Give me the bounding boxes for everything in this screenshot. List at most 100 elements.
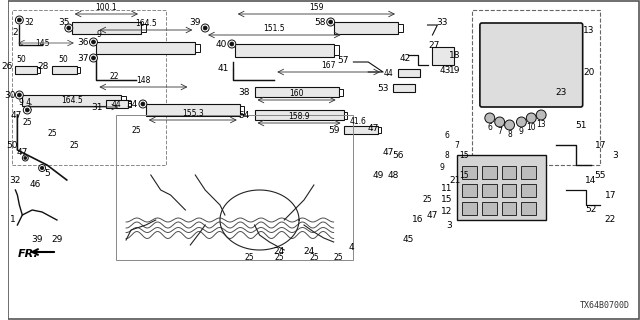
Text: 20: 20 xyxy=(583,68,595,76)
Bar xyxy=(457,155,546,220)
Text: 6: 6 xyxy=(445,131,450,140)
Text: 100.1: 100.1 xyxy=(95,3,117,12)
Text: 44: 44 xyxy=(383,68,393,77)
Circle shape xyxy=(40,166,44,170)
Text: 44: 44 xyxy=(111,100,121,108)
Text: 36: 36 xyxy=(77,37,88,46)
Text: 46: 46 xyxy=(29,180,41,188)
Text: 25: 25 xyxy=(47,129,57,138)
Bar xyxy=(393,84,415,92)
Text: 11: 11 xyxy=(441,183,452,193)
Bar xyxy=(433,47,454,65)
Text: 25: 25 xyxy=(131,125,141,134)
Circle shape xyxy=(24,156,27,159)
Bar xyxy=(378,127,381,133)
Text: 24: 24 xyxy=(303,247,314,257)
Text: 28: 28 xyxy=(38,61,49,70)
Text: 56: 56 xyxy=(392,150,404,159)
Text: 9: 9 xyxy=(97,29,102,38)
Bar xyxy=(141,24,146,32)
Text: 8: 8 xyxy=(507,130,512,139)
Bar xyxy=(462,184,477,197)
Text: 52: 52 xyxy=(585,205,596,214)
Text: 38: 38 xyxy=(238,87,250,97)
Text: 47: 47 xyxy=(367,124,379,132)
Bar xyxy=(146,104,240,116)
Bar xyxy=(12,10,166,165)
Text: TX64B0700D: TX64B0700D xyxy=(580,301,630,310)
Text: 159: 159 xyxy=(309,3,324,12)
Text: 51: 51 xyxy=(575,121,586,130)
Bar xyxy=(106,100,128,108)
Circle shape xyxy=(485,113,495,123)
Circle shape xyxy=(92,56,95,60)
Circle shape xyxy=(329,20,333,24)
Bar xyxy=(344,111,348,118)
Text: 39: 39 xyxy=(31,236,43,244)
Text: 158.9: 158.9 xyxy=(288,112,310,121)
Circle shape xyxy=(141,102,145,106)
Text: 41: 41 xyxy=(218,63,229,73)
Text: 22: 22 xyxy=(605,215,616,225)
Bar xyxy=(195,44,200,52)
Bar xyxy=(116,115,353,260)
Circle shape xyxy=(536,110,546,120)
Circle shape xyxy=(504,120,515,130)
Text: 9 4: 9 4 xyxy=(19,98,31,107)
FancyBboxPatch shape xyxy=(480,23,582,107)
Text: 7: 7 xyxy=(455,140,460,149)
Text: 15: 15 xyxy=(460,150,469,159)
Text: 45: 45 xyxy=(402,236,413,244)
Circle shape xyxy=(526,113,536,123)
Text: 155.3: 155.3 xyxy=(182,109,204,118)
Circle shape xyxy=(90,54,97,62)
Bar xyxy=(97,42,195,54)
Text: 25: 25 xyxy=(245,253,255,262)
Circle shape xyxy=(230,42,234,46)
Circle shape xyxy=(90,38,97,46)
Bar xyxy=(333,45,339,54)
Text: 21: 21 xyxy=(449,175,461,185)
Circle shape xyxy=(516,117,526,127)
Text: 25: 25 xyxy=(22,117,32,126)
Bar xyxy=(462,166,477,179)
Text: 55: 55 xyxy=(595,171,606,180)
Bar xyxy=(235,44,333,57)
Text: 3: 3 xyxy=(612,150,618,159)
Text: 34: 34 xyxy=(127,100,138,108)
Text: 10: 10 xyxy=(527,123,536,132)
Text: 50: 50 xyxy=(6,140,18,149)
Bar xyxy=(522,166,536,179)
Text: 25: 25 xyxy=(422,196,433,204)
Text: 48: 48 xyxy=(387,171,399,180)
Text: 5: 5 xyxy=(44,169,50,178)
Text: 8: 8 xyxy=(445,150,450,159)
Bar xyxy=(37,67,40,73)
Text: 24: 24 xyxy=(274,247,285,257)
Text: 145: 145 xyxy=(35,38,49,47)
Text: 39: 39 xyxy=(189,18,201,27)
Text: 17: 17 xyxy=(605,190,616,199)
Text: 160: 160 xyxy=(289,89,304,98)
Text: 40: 40 xyxy=(216,39,227,49)
Text: 43: 43 xyxy=(440,66,451,75)
Circle shape xyxy=(139,100,147,108)
Text: 41.6: 41.6 xyxy=(350,116,367,125)
Text: 151.5: 151.5 xyxy=(264,24,285,33)
Text: 50: 50 xyxy=(17,54,26,63)
Text: 25: 25 xyxy=(70,140,79,149)
Text: 57: 57 xyxy=(337,55,348,65)
Circle shape xyxy=(495,117,504,127)
Text: 26: 26 xyxy=(1,61,12,70)
Text: 58: 58 xyxy=(314,18,326,27)
Bar xyxy=(502,184,516,197)
Text: 25: 25 xyxy=(309,253,319,262)
Circle shape xyxy=(38,164,45,172)
Text: 37: 37 xyxy=(77,53,88,62)
Circle shape xyxy=(326,18,335,26)
Circle shape xyxy=(201,24,209,32)
Text: 32: 32 xyxy=(24,18,34,27)
Text: 164.5: 164.5 xyxy=(135,19,157,28)
Text: 47: 47 xyxy=(17,148,28,156)
Bar xyxy=(472,10,600,165)
